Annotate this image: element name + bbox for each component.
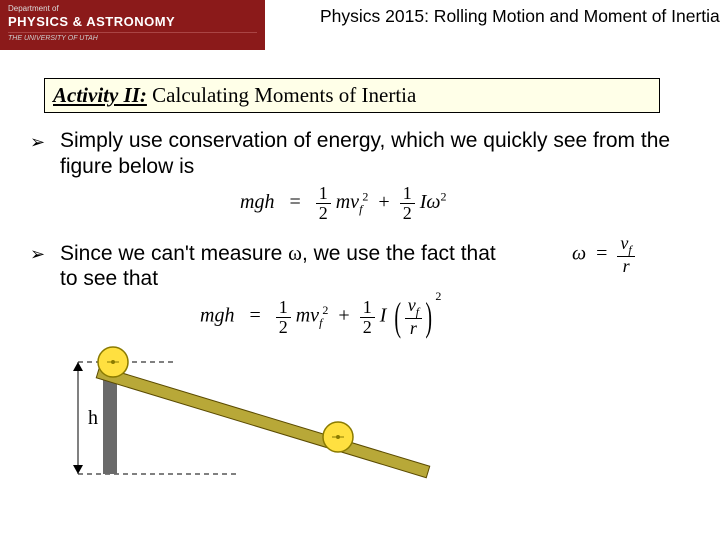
page-title: Physics 2015: Rolling Motion and Moment … [320,6,720,27]
eq1-half2: 12 [400,184,415,223]
bullet-marker-1: ➢ [30,132,45,153]
svg-text:h: h [88,407,98,429]
banner-sub: THE UNIVERSITY OF UTAH [8,32,257,43]
eq1-half1: 12 [316,184,331,223]
eq1-lhs: mgh [240,191,274,213]
banner-main: PHYSICS & ASTRONOMY [8,14,257,30]
banner-dept: Department of [8,4,257,14]
eq1-equals: = [289,191,300,213]
eq1-plus: + [378,191,389,213]
ramp-diagram: h [38,342,458,492]
equation-energy: mgh = 12 mvf2 + 12 Iω2 [240,184,446,223]
bullet-marker-2: ➢ [30,244,45,265]
activity-label: Activity II: [53,83,147,107]
eqw-frac: vf r [617,234,634,276]
eq2-mv: mv [296,305,319,327]
eq2-equals: = [249,305,260,327]
bullet-2-line2: to see that [60,266,158,292]
activity-title: Calculating Moments of Inertia [147,83,416,107]
eq2-plus: + [338,305,349,327]
university-banner: Department of PHYSICS & ASTRONOMY THE UN… [0,0,265,50]
eq2-half2: 12 [360,298,375,337]
eq2-I: I [380,305,387,327]
eqw-lhs: ω [572,243,586,265]
omega-symbol: ω [288,241,302,265]
bullet-2-line1: Since we can't measure ω, we use the fac… [60,240,560,267]
eq2-lhs: mgh [200,305,234,327]
eqw-equals: = [596,243,607,265]
eq1-mv: mv [336,191,359,213]
eq2-half1: 12 [276,298,291,337]
eq2-vfr: vf r [405,296,422,338]
activity-heading-box: Activity II: Calculating Moments of Iner… [44,78,660,113]
equation-energy-expanded: mgh = 12 mvf2 + 12 I ( vf r )2 [200,296,441,338]
bullet-1-text: Simply use conservation of energy, which… [60,128,690,181]
equation-omega: ω = vf r [572,234,635,276]
eq1-Iw: Iω [420,191,441,213]
